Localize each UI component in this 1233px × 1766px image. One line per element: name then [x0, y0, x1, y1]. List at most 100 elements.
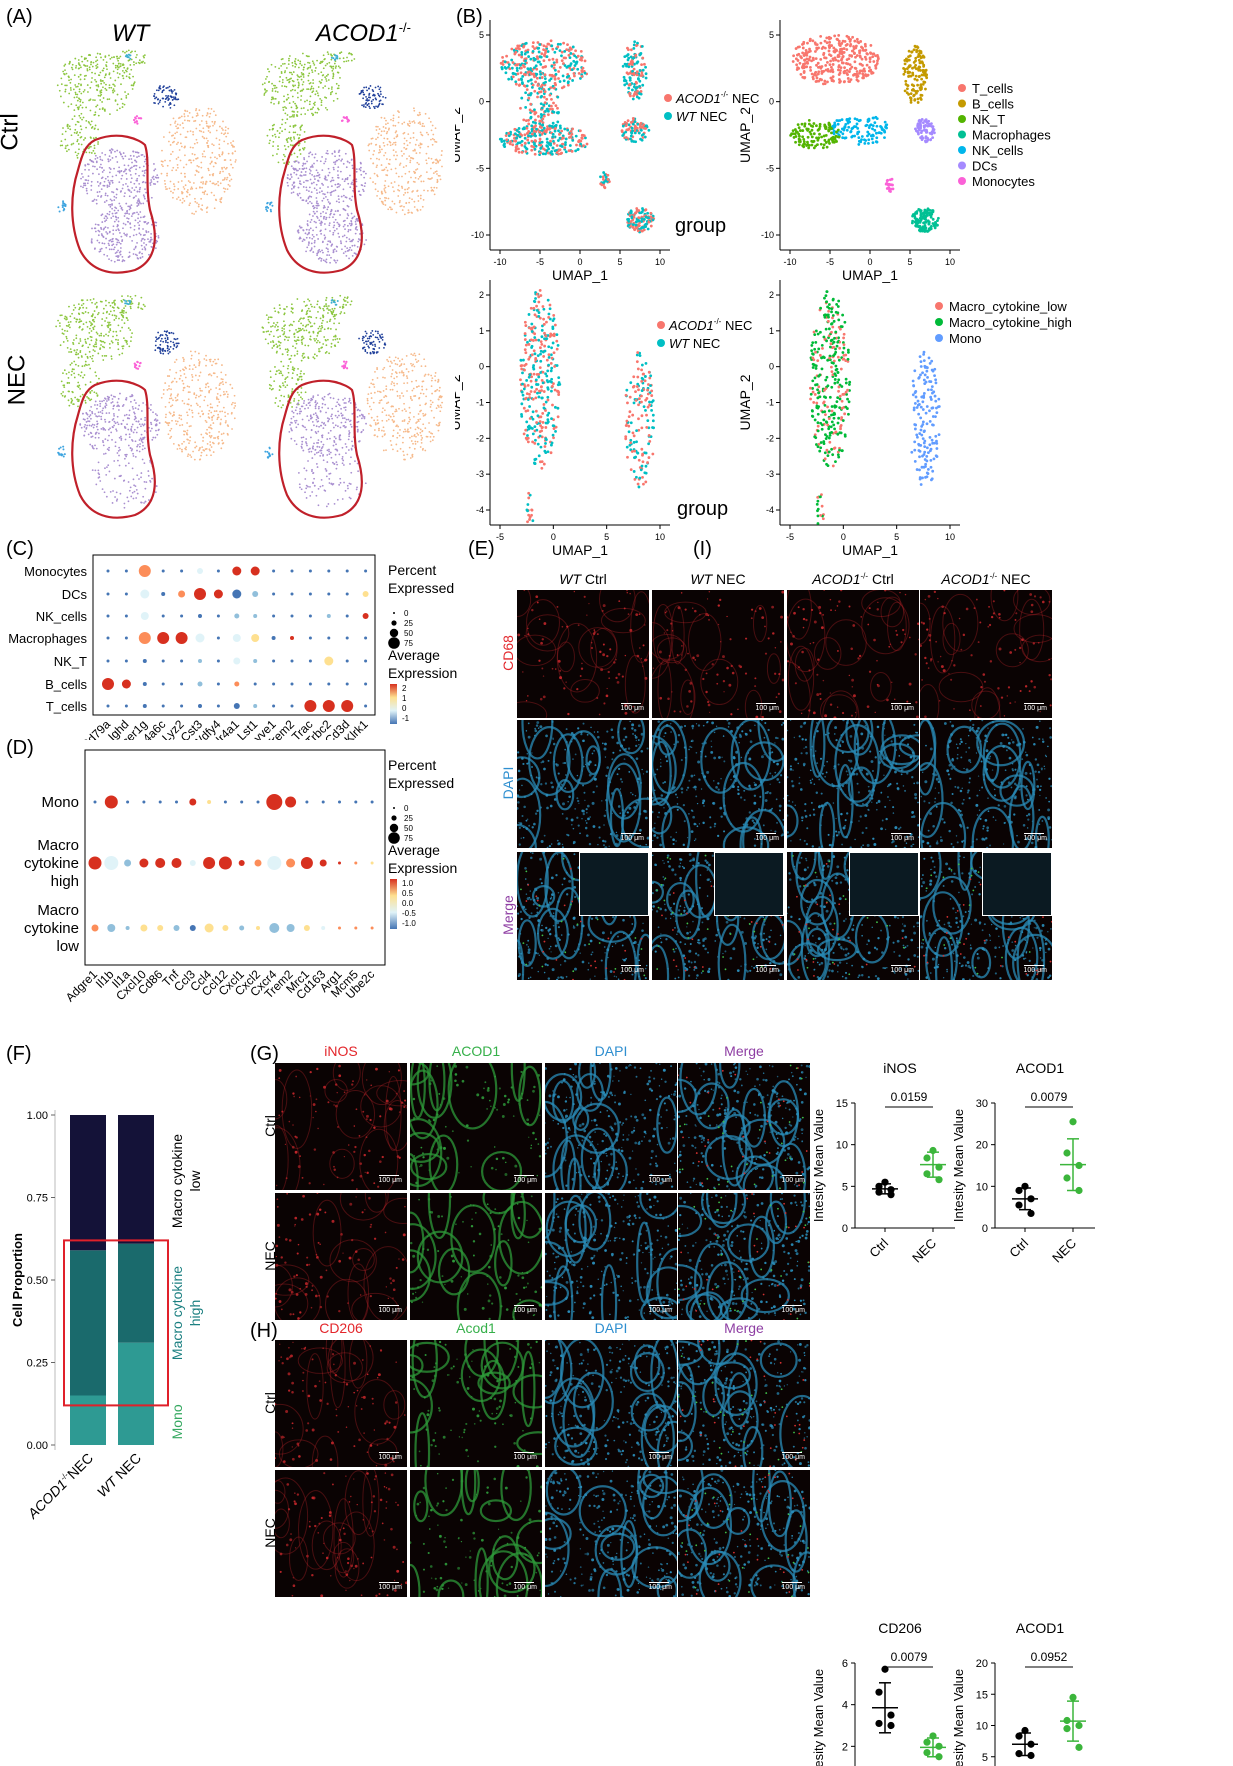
tsne-point: [374, 86, 377, 89]
tsne-point: [91, 301, 93, 304]
tsne-point: [321, 484, 324, 487]
tsne-point: [63, 329, 66, 332]
tsne-point: [376, 136, 379, 139]
tsne-point: [390, 405, 393, 408]
tsne-point: [172, 166, 175, 169]
tsne-point: [166, 330, 169, 333]
tsne-point: [134, 417, 137, 420]
tsne-point: [123, 299, 126, 302]
tsne-point: [108, 204, 110, 206]
tsne-point: [288, 161, 290, 163]
tsne-point: [139, 443, 141, 445]
tsne-point: [127, 49, 130, 52]
tsne-point: [314, 449, 317, 451]
tsne-point: [80, 92, 83, 95]
tsne-point: [381, 148, 383, 151]
tsne-point: [381, 333, 383, 336]
tsne-point: [299, 226, 302, 229]
tsne-point: [317, 250, 320, 252]
tsne-point: [440, 395, 443, 398]
tsne-point: [119, 205, 122, 208]
tsne-point: [158, 336, 160, 339]
tsne-point: [109, 329, 112, 332]
tsne-point: [307, 344, 310, 347]
tsne-point: [284, 335, 287, 338]
tsne-point: [170, 96, 173, 99]
tsne-point: [308, 152, 310, 155]
tsne-point: [291, 114, 294, 116]
tsne-point: [191, 116, 194, 119]
tsne-point: [386, 130, 389, 133]
tsne-point: [108, 301, 110, 304]
tsne-point: [203, 449, 206, 452]
tsne-point: [298, 83, 300, 85]
tsne-point: [320, 327, 322, 330]
tsne-point: [58, 89, 61, 92]
tsne-point: [124, 223, 127, 226]
tsne-point: [282, 333, 285, 336]
tsne-point: [183, 188, 186, 190]
tsne-point: [198, 375, 201, 377]
tsne-point: [407, 430, 410, 433]
tsne-point: [173, 104, 176, 107]
tsne-point: [101, 213, 104, 216]
tsne-point: [219, 172, 221, 175]
tsne-point: [112, 417, 115, 420]
tsne-point: [99, 405, 102, 408]
tsne-point: [191, 187, 194, 190]
tsne-point: [417, 418, 420, 421]
tsne-point: [107, 321, 109, 324]
tsne-point: [402, 166, 405, 169]
tsne-point: [94, 303, 97, 305]
tsne-point: [113, 300, 115, 302]
tsne-point: [217, 398, 220, 401]
tsne-point: [290, 89, 292, 92]
tsne-point: [278, 132, 281, 135]
tsne-point: [287, 339, 289, 342]
tsne-point: [154, 344, 157, 347]
tsne-point: [221, 364, 223, 366]
tsne-point: [346, 178, 349, 181]
tsne-point: [112, 335, 114, 338]
tsne-point: [416, 161, 419, 164]
tsne-point: [398, 201, 401, 204]
tsne-point: [402, 132, 405, 135]
tsne-point: [176, 394, 179, 397]
tsne-point: [196, 164, 199, 167]
tsne-point: [101, 439, 104, 442]
tsne-point: [136, 492, 139, 495]
tsne-point: [131, 187, 134, 189]
tsne-point: [199, 405, 201, 408]
tsne-point: [278, 136, 280, 139]
tsne-point: [427, 157, 430, 160]
tsne-point: [208, 116, 211, 118]
tsne-point: [153, 95, 156, 98]
tsne-point: [226, 432, 229, 435]
tsne-point: [134, 50, 137, 53]
tsne-point: [116, 415, 119, 418]
tsne-point: [150, 427, 153, 430]
tsne-point: [278, 67, 280, 70]
tsne-point: [393, 377, 396, 380]
tsne-point: [144, 188, 146, 191]
tsne-point: [122, 50, 124, 53]
tsne-point: [413, 148, 416, 151]
tsne-point: [98, 190, 101, 193]
tsne-point: [297, 229, 300, 232]
tsne-point: [101, 412, 104, 415]
tsne-point: [224, 415, 227, 418]
tsne-grid: [55, 49, 444, 519]
tsne-point: [197, 379, 200, 381]
tsne-point: [431, 143, 434, 146]
tsne-point: [180, 414, 182, 417]
tsne-point: [324, 175, 327, 178]
tsne-point: [304, 491, 306, 494]
tsne-point: [99, 248, 102, 251]
tsne-point: [84, 399, 87, 402]
tsne-point: [322, 316, 325, 319]
tsne-point: [115, 174, 118, 177]
tsne-point: [183, 402, 186, 405]
tsne-point: [94, 404, 96, 406]
tsne-point: [75, 334, 78, 337]
tsne-point: [80, 143, 83, 146]
